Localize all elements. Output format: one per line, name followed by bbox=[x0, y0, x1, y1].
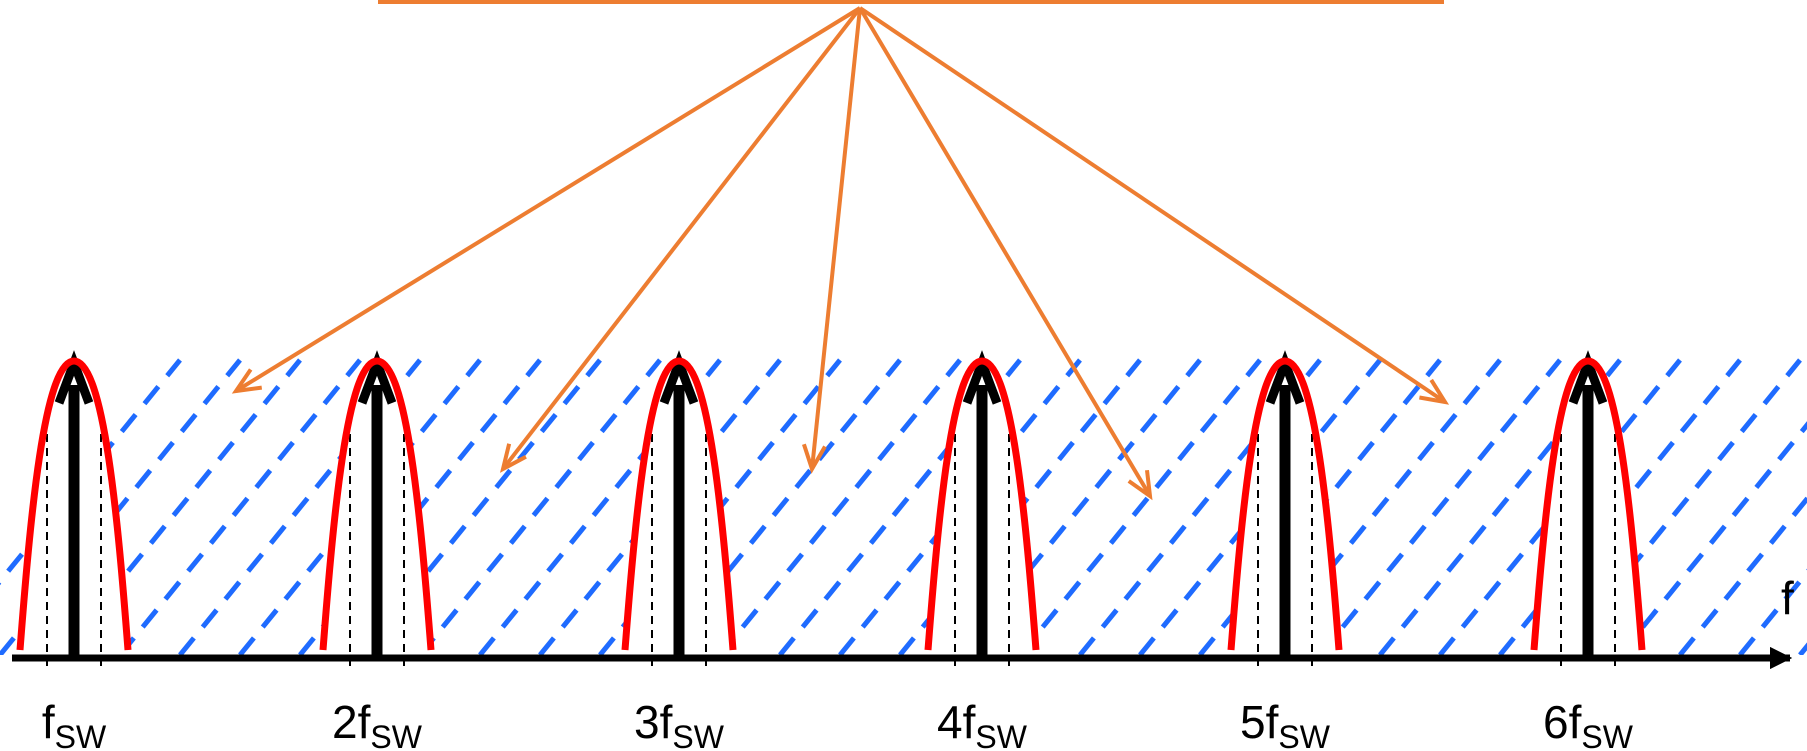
callout-arrow bbox=[234, 6, 862, 393]
callout-arrow-head bbox=[499, 443, 527, 473]
harmonic-label: 3fSW bbox=[634, 696, 725, 751]
harmonics-group bbox=[16, 350, 1646, 672]
harmonic-labels: fSW 2fSW 3fSW 4fSW 5fSW 6fSW bbox=[42, 696, 1634, 751]
sideband-envelope bbox=[319, 357, 435, 651]
hatch-line bbox=[1558, 358, 1802, 655]
callout-arrow-head bbox=[1127, 469, 1153, 501]
hatch-line bbox=[658, 358, 902, 655]
hatch-line bbox=[718, 358, 962, 655]
sideband-envelope bbox=[924, 357, 1040, 651]
callout-arrow-head bbox=[231, 368, 263, 394]
hatch-line bbox=[118, 358, 362, 655]
hatch-line bbox=[0, 358, 242, 655]
harmonic-label: 4fSW bbox=[937, 696, 1028, 751]
sideband-envelope bbox=[1227, 357, 1343, 651]
sideband-envelope bbox=[621, 357, 737, 651]
harmonic-label: 2fSW bbox=[332, 696, 423, 751]
hatch-line bbox=[478, 358, 722, 655]
hatch-line bbox=[1258, 358, 1502, 655]
sideband-envelope bbox=[1530, 357, 1646, 651]
hatch-line bbox=[358, 358, 602, 655]
callout-arrow-head bbox=[802, 443, 827, 474]
hatch-line bbox=[958, 358, 1202, 655]
hatch-line bbox=[178, 358, 422, 655]
callout-box bbox=[378, 0, 1444, 4]
callout-arrow bbox=[858, 6, 1152, 498]
callout-arrow bbox=[858, 6, 1447, 404]
sideband-envelope bbox=[16, 357, 132, 651]
hatch-line bbox=[1618, 421, 1807, 655]
hatch-line bbox=[1678, 494, 1807, 655]
callout-arrows bbox=[231, 6, 1450, 501]
callout-arrow bbox=[810, 7, 862, 470]
hatch-line bbox=[1378, 358, 1622, 655]
harmonic-label: fSW bbox=[42, 696, 107, 751]
harmonic-label: 6fSW bbox=[1543, 696, 1634, 751]
hatch-line bbox=[58, 358, 302, 655]
hatch-line bbox=[778, 358, 1022, 655]
callout-arrow-head bbox=[1419, 378, 1450, 405]
frequency-axis-label: f bbox=[1781, 572, 1794, 624]
hatch-line bbox=[1018, 358, 1262, 655]
harmonic-label: 5fSW bbox=[1240, 696, 1331, 751]
hatch-line bbox=[1318, 358, 1562, 655]
callout-arrow bbox=[501, 6, 862, 471]
hatch-line bbox=[418, 358, 662, 655]
hatch-line bbox=[1078, 358, 1322, 655]
